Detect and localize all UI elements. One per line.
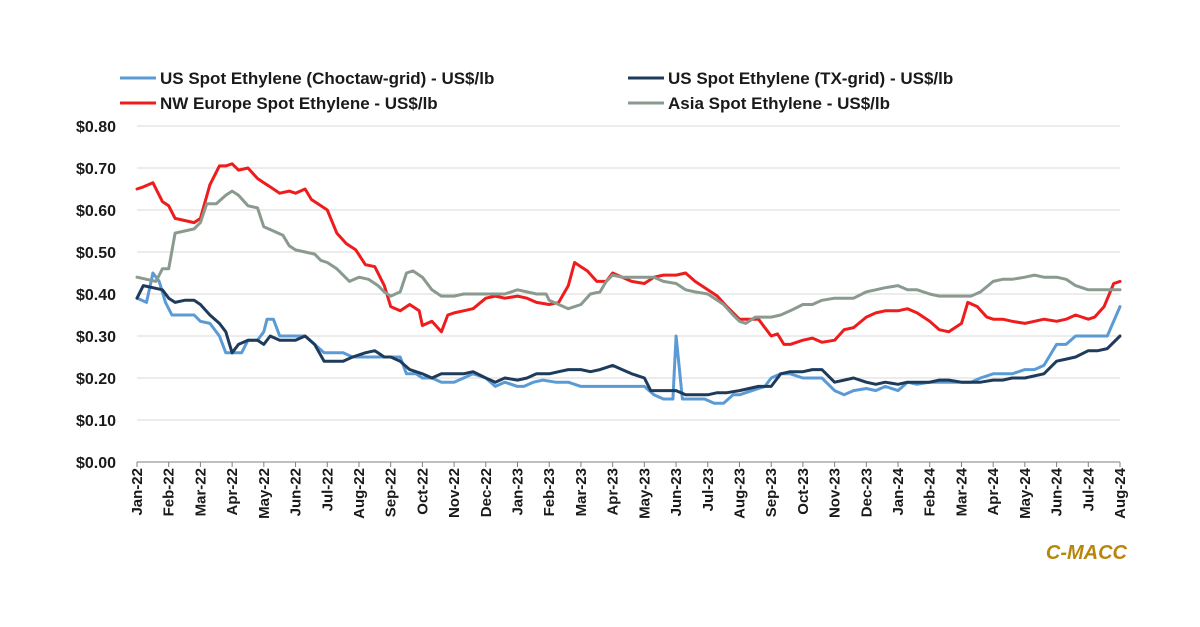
y-tick-label: $0.00 <box>76 455 116 472</box>
x-tick-label: Jan-24 <box>890 467 907 515</box>
gridlines <box>137 125 1120 463</box>
x-tick-label: Jan-22 <box>129 468 146 516</box>
y-tick-label: $0.60 <box>76 203 116 220</box>
x-tick-label: Jun-23 <box>668 468 685 516</box>
legend-label: Asia Spot Ethylene - US$/lb <box>668 94 890 113</box>
y-tick-label: $0.20 <box>76 371 116 388</box>
x-axis: Jan-22 Feb-22 Mar-22 Apr-22 May-22 Jun-22 Jul-… <box>129 462 1129 519</box>
x-tick-label: Feb-23 <box>541 468 558 516</box>
x-tick-label: Aug-24 <box>1112 467 1129 518</box>
x-tick-label: Feb-22 <box>161 468 178 516</box>
x-tick-label: Aug-22 <box>351 468 368 519</box>
x-tick-label: Jul-22 <box>319 468 336 511</box>
x-tick-label: Oct-22 <box>414 468 431 515</box>
y-axis: $0.00 $0.10 $0.20 $0.30 $0.40 $0.50 $0.60 $0.70… <box>76 119 116 472</box>
x-tick-label: May-24 <box>1017 467 1034 519</box>
x-tick-label: Mar-23 <box>573 468 590 516</box>
x-tick-label: Mar-22 <box>192 468 209 516</box>
y-tick-label: $0.40 <box>76 287 116 304</box>
x-tick-label: Jun-24 <box>1049 467 1066 516</box>
x-tick-label: Oct-23 <box>795 468 812 515</box>
x-tick-label: Jun-22 <box>288 468 305 516</box>
x-tick-label: Jul-24 <box>1080 467 1097 511</box>
y-tick-label: $0.10 <box>76 413 116 430</box>
legend-label: NW Europe Spot Ethylene - US$/lb <box>160 94 438 113</box>
x-tick-label: Nov-23 <box>827 468 844 518</box>
legend-label: US Spot Ethylene (Choctaw-grid) - US$/lb <box>160 69 494 88</box>
series-lines <box>135 162 1122 405</box>
x-tick-label: Dec-23 <box>858 468 875 517</box>
brand-label: C-MACC <box>1046 542 1128 564</box>
x-tick-label: Jan-23 <box>510 468 527 516</box>
y-tick-label: $0.50 <box>76 245 116 262</box>
x-tick-label: Apr-23 <box>605 468 622 516</box>
y-tick-label: $0.80 <box>76 119 116 136</box>
x-tick-label: Apr-22 <box>224 468 241 516</box>
x-tick-label: May-22 <box>256 468 273 519</box>
legend: US Spot Ethylene (Choctaw-grid) - US$/lb… <box>120 69 953 113</box>
x-tick-label: Feb-24 <box>922 467 939 516</box>
x-tick-label: Sep-22 <box>383 468 400 517</box>
y-tick-label: $0.70 <box>76 161 116 178</box>
x-tick-label: Aug-23 <box>731 468 748 519</box>
y-tick-label: $0.30 <box>76 329 116 346</box>
x-tick-label: Jul-23 <box>700 468 717 511</box>
x-tick-label: Nov-22 <box>446 468 463 518</box>
x-tick-label: May-23 <box>636 468 653 519</box>
x-tick-label: Sep-23 <box>763 468 780 517</box>
x-tick-label: Mar-24 <box>953 467 970 516</box>
series-line-3 <box>135 162 1122 346</box>
x-tick-label: Dec-22 <box>478 468 495 517</box>
series-line-4 <box>135 189 1122 325</box>
x-tick-label: Apr-24 <box>985 467 1002 515</box>
series-line-2 <box>135 284 1122 397</box>
series-line-1 <box>135 271 1122 405</box>
legend-label: US Spot Ethylene (TX-grid) - US$/lb <box>668 69 953 88</box>
